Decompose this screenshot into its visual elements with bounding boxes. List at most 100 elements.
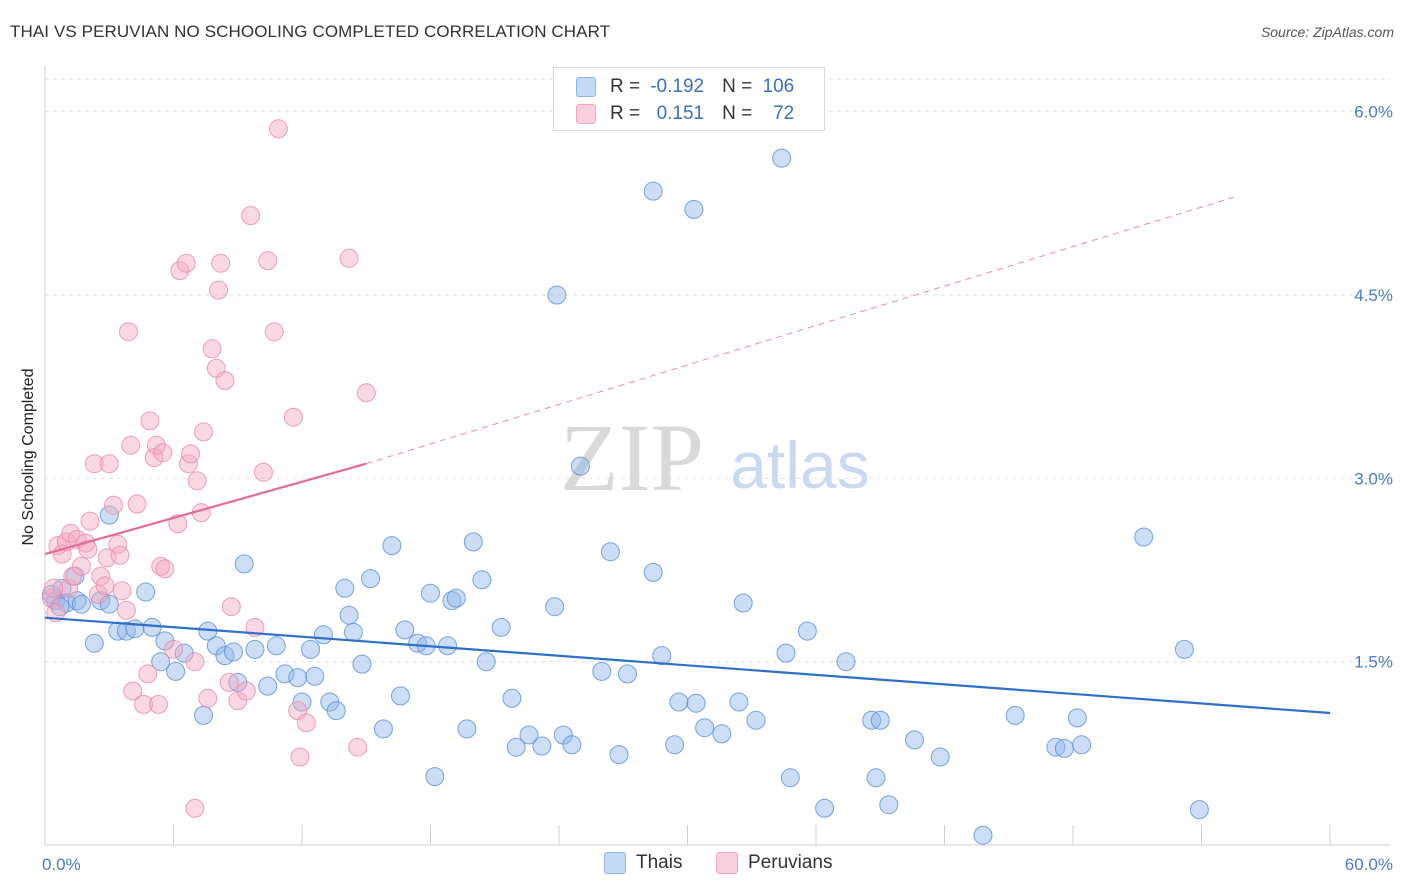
thai-point (425, 767, 445, 787)
thai-point (292, 692, 312, 712)
peruvian-point (296, 713, 316, 733)
chart-title: THAI VS PERUVIAN NO SCHOOLING COMPLETED … (10, 22, 611, 41)
thai-point (780, 768, 800, 788)
thai-point (545, 597, 565, 617)
peruvian-point (264, 322, 284, 342)
thai-point (258, 676, 278, 696)
legend-r-label: R = (610, 103, 641, 124)
peruvian-point (211, 253, 231, 273)
peruvian-point (153, 443, 173, 463)
peruvian-point (116, 600, 136, 620)
peruvian-point (170, 261, 190, 281)
peruvian-point (59, 578, 79, 598)
peruvian-point (198, 688, 218, 708)
thai-point (930, 747, 950, 767)
bottom-legend-label-peruvians: Peruvians (748, 852, 833, 873)
legend-row-thais: R = -0.192 N = 106 (576, 75, 794, 99)
thai-point (326, 701, 346, 721)
trend-lines (44, 196, 1331, 715)
thai-point (905, 730, 924, 750)
legend-r-value: 0.151 (656, 103, 705, 124)
legend-n-label: N = (722, 103, 753, 124)
thai-point (684, 199, 704, 219)
thai-point (71, 594, 91, 614)
thai-point (151, 652, 171, 672)
thai-point (973, 825, 993, 845)
thai-point (335, 578, 355, 598)
thai-point (373, 719, 393, 739)
peruvian-point (164, 639, 183, 659)
thai-point (84, 633, 104, 653)
peruvian-point (202, 339, 222, 359)
thai-point (570, 456, 590, 476)
peruvian-point (348, 737, 368, 757)
peruvian-point (91, 566, 111, 586)
thai-point (301, 639, 321, 659)
peruvian-point (221, 597, 241, 617)
thai-point (391, 686, 410, 706)
peruvian-point (179, 454, 198, 474)
thai-point (643, 181, 663, 201)
x-tick-label: 60.0% (1345, 855, 1393, 874)
peruvian-point (339, 248, 359, 268)
peruvian-point (134, 694, 153, 714)
peruvian-point (215, 371, 235, 391)
thai-point (729, 692, 749, 712)
thai-point (288, 668, 308, 688)
peruvian-point (283, 407, 303, 427)
thai-point (1189, 800, 1209, 820)
thai-point (618, 664, 637, 684)
thai-point (99, 594, 119, 614)
bottom-legend-peruvians: Peruvians (716, 852, 833, 874)
peruvian-point (194, 422, 213, 442)
thai-point (502, 688, 522, 708)
y-tick-label: 1.5% (1354, 653, 1393, 672)
thai-point (305, 666, 325, 686)
thai-point (438, 636, 458, 656)
legend-r-label: R = (610, 76, 641, 97)
thai-point (136, 582, 156, 602)
thai-point (339, 605, 359, 625)
thai-point (866, 768, 886, 788)
thai-point (234, 554, 254, 574)
thai-point (547, 285, 567, 305)
thai-point (166, 661, 186, 681)
x-tick-label: 0.0% (42, 855, 81, 874)
thai-point (313, 625, 333, 645)
thai-point (665, 735, 685, 755)
thai-point (421, 583, 440, 603)
thai-point (1067, 708, 1087, 728)
thai-point (532, 736, 552, 756)
thai-point (879, 795, 899, 815)
thai-point (695, 718, 715, 738)
peruvian-point (253, 462, 273, 482)
peruvian-point (80, 511, 100, 531)
correlation-legend: R = -0.192 N = 106 R = 0.151 N = 72 (553, 67, 825, 131)
trend-line-peruvians-extension (366, 196, 1234, 465)
thai-point (125, 619, 145, 639)
thai-point (1072, 735, 1092, 755)
peruvian-point (187, 471, 207, 491)
thai-point (733, 593, 753, 613)
peruvian-point (84, 454, 104, 474)
thai-point (224, 642, 243, 662)
legend-n-value: 106 (762, 76, 795, 97)
thai-point (275, 664, 295, 684)
peruvian-point (209, 280, 228, 300)
peruvian-point (146, 435, 166, 455)
watermark-atlas: atlas (730, 428, 869, 502)
series-peruvians (41, 119, 376, 818)
thai-point (463, 532, 483, 552)
peruvian-point (241, 206, 261, 226)
thai-point (686, 693, 706, 713)
thai-point (1054, 738, 1074, 758)
thai-point (194, 705, 213, 725)
thai-point (266, 636, 286, 656)
thai-point (669, 692, 689, 712)
thai-point (815, 798, 835, 818)
peruvian-point (185, 652, 205, 672)
y-axis-label: No Schooling Completed (20, 369, 37, 546)
trend-line-peruvians (44, 462, 367, 556)
peruvian-point (140, 411, 160, 431)
peruvian-point (144, 448, 164, 468)
